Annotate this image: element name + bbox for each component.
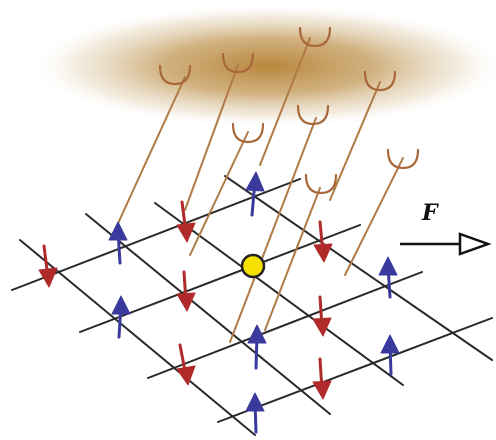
spin-down-icon — [313, 220, 333, 263]
spin-down-icon — [312, 357, 332, 400]
spin-up-icon — [378, 256, 398, 299]
cup-icon — [386, 148, 420, 170]
tether-line — [184, 64, 239, 211]
force-label: F — [422, 200, 438, 226]
spin-up-icon — [245, 171, 265, 217]
lattice-line — [224, 175, 493, 361]
tethers — [114, 37, 404, 343]
cloud-haze — [30, 4, 496, 128]
lattice-line — [147, 271, 423, 379]
spin-down-icon — [38, 244, 58, 288]
spin-down-icon — [312, 295, 332, 337]
cup-icon — [221, 52, 255, 74]
tether-line — [344, 157, 404, 276]
cup-icon — [231, 122, 265, 144]
cup-icon — [363, 70, 397, 92]
tether-line — [264, 187, 321, 331]
force-arrow-icon — [400, 232, 492, 256]
tether-line — [329, 81, 381, 201]
spin-down-icon — [176, 270, 196, 312]
lattice-line — [79, 224, 361, 333]
lattice-line — [217, 317, 493, 423]
spins-down — [38, 200, 333, 400]
spin-down-icon — [176, 200, 196, 243]
cup-icon — [296, 104, 330, 126]
tether-line — [259, 37, 311, 166]
spin-up-icon — [247, 324, 267, 370]
spins-up — [108, 171, 400, 434]
spin-up-icon — [245, 392, 265, 434]
spin-up-icon — [380, 334, 400, 376]
cups — [158, 26, 420, 195]
tether-line — [229, 117, 317, 343]
cup-icon — [298, 26, 332, 48]
cup-icon — [304, 173, 338, 195]
lattice-line — [85, 213, 331, 415]
cup-icon — [158, 64, 192, 86]
tether-line — [114, 76, 186, 231]
spin-down-icon — [176, 343, 196, 386]
lattice-line — [11, 178, 301, 291]
tether-line — [189, 131, 249, 256]
spin-up-icon — [108, 221, 128, 265]
probe-dot-icon — [240, 253, 266, 279]
spin-up-icon — [111, 295, 131, 339]
